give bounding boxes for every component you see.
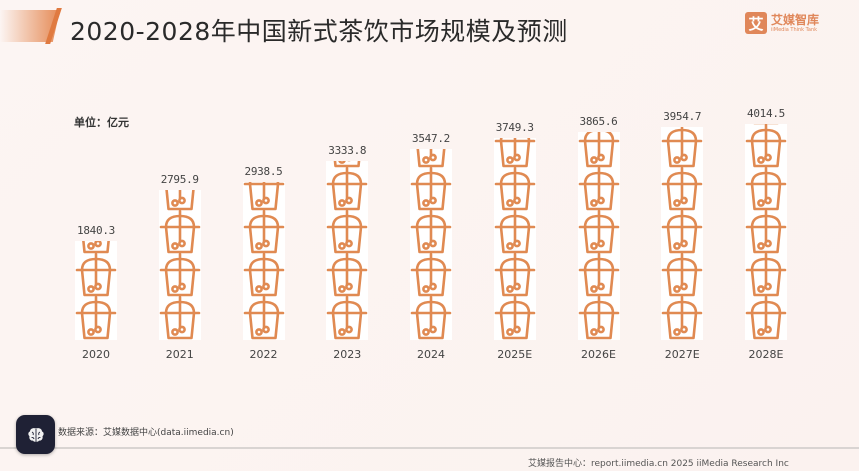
- footer-text: 艾媒报告中心：report.iimedia.cn 2025 iiMedia Re…: [528, 459, 789, 469]
- chart-bar-2020: [75, 241, 117, 340]
- x-axis-label: 2025E: [497, 348, 533, 361]
- x-axis-label: 2023: [333, 348, 362, 361]
- bar-value-label: 2938.5: [244, 165, 283, 178]
- x-axis-label: 2026E: [581, 348, 616, 361]
- footer-divider: [0, 447, 859, 449]
- bar-value-label: 1840.3: [77, 224, 115, 237]
- bubble-tea-cup-icon: [577, 132, 620, 340]
- bar-value-label: 3865.6: [579, 115, 618, 128]
- bubble-tea-cup-icon: [75, 241, 117, 340]
- chart-bar-2024: [410, 149, 452, 340]
- x-axis-label: 2027E: [664, 348, 700, 361]
- page-title: 2020-2028年中国新式茶饮市场规模及预测: [70, 17, 568, 46]
- bubble-tea-cup-icon: [242, 182, 285, 340]
- bubble-tea-cup-icon: [493, 138, 536, 340]
- logo-name-en: iiMedia Think Tank: [771, 26, 818, 33]
- floating-assistant-button[interactable]: [16, 415, 55, 454]
- bubble-tea-cup-icon: [158, 190, 201, 340]
- bar-value-label: 3333.8: [328, 144, 367, 157]
- bar-value-label: 3749.3: [495, 121, 534, 134]
- chart-bar-2028e: [745, 124, 787, 340]
- bubble-tea-cup-icon: [326, 161, 369, 340]
- bar-value-label: 3547.2: [412, 132, 450, 145]
- chart-bar-2022: [242, 182, 285, 340]
- chart-bar-2021: [158, 190, 201, 340]
- bubble-tea-cup-icon: [745, 124, 787, 340]
- brain-icon: [27, 427, 44, 442]
- logo-icon: 艾: [745, 12, 767, 34]
- x-axis-label: 2020: [82, 348, 110, 361]
- bubble-tea-cup-icon: [410, 149, 452, 340]
- bar-value-label: 2795.9: [160, 173, 199, 186]
- logo-name-cn: 艾媒智库: [771, 12, 820, 27]
- bar-value-label: 4014.5: [747, 107, 785, 120]
- chart-bar-2025e: [493, 138, 536, 340]
- x-axis-label: 2028E: [748, 348, 784, 361]
- bubble-tea-cup-icon: [661, 127, 704, 340]
- x-axis-label: 2022: [249, 348, 278, 361]
- chart-bar-2026e: [577, 132, 620, 340]
- bar-value-label: 3954.7: [663, 110, 702, 123]
- x-axis-label: 2021: [165, 348, 194, 361]
- chart-bar-2027e: [661, 127, 704, 340]
- unit-label: 单位：亿元: [74, 116, 129, 129]
- x-axis-label: 2024: [417, 348, 445, 361]
- chart-bar-2023: [326, 161, 369, 340]
- data-source: 数据来源：艾媒数据中心(data.iimedia.cn): [58, 428, 234, 438]
- brand-logo: 艾 艾媒智库 iiMedia Think Tank: [745, 12, 819, 34]
